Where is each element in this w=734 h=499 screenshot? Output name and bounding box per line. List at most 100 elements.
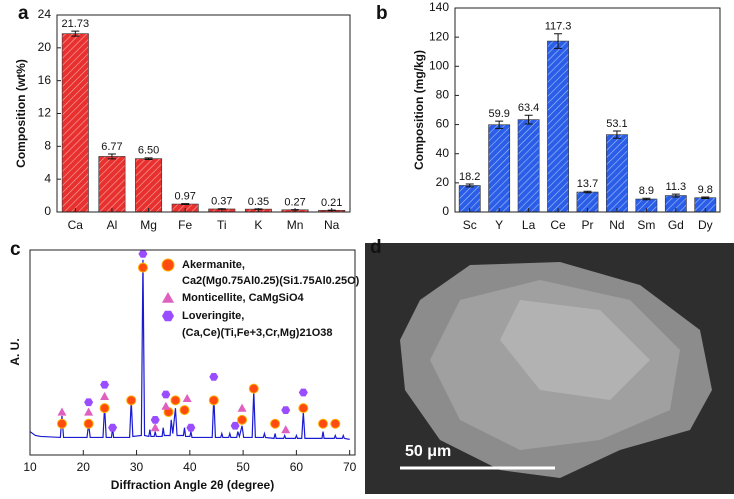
y-tick-label: 120 (429, 29, 449, 43)
y-tick-label: 0 (442, 204, 449, 218)
phase-marker (186, 424, 195, 432)
x-tick-label: Fe (178, 218, 192, 232)
x-tick-label: Sm (637, 218, 655, 232)
phase-marker (299, 389, 308, 397)
legend-marker (162, 292, 174, 303)
y-axis-title: Composition (mg/kg) (412, 50, 426, 170)
phase-marker (299, 404, 308, 413)
panel-label: a (18, 3, 29, 24)
panel-label: b (376, 3, 388, 24)
value-label: 0.35 (248, 196, 269, 208)
y-tick-label: 20 (38, 40, 52, 54)
value-label: 63.4 (518, 102, 539, 114)
legend-label: Akermanite, (182, 259, 245, 271)
legend-formula: (Ca,Ce)(Ti,Fe+3,Cr,Mg)21O38 (182, 327, 332, 339)
x-tick-label: Na (324, 218, 340, 232)
phase-marker (100, 392, 109, 400)
y-tick-label: 40 (436, 146, 450, 160)
value-label: 6.50 (138, 145, 159, 157)
phase-marker (319, 419, 328, 428)
phase-marker (161, 402, 170, 410)
y-axis-title: A. U. (8, 338, 22, 365)
x-tick-label: Pr (582, 218, 594, 232)
phase-marker (100, 404, 109, 413)
bar (606, 135, 627, 212)
phase-marker (281, 425, 290, 433)
error-bar (181, 204, 189, 205)
sem-image: 50 μm d (365, 237, 734, 494)
phase-marker (161, 391, 170, 399)
value-label: 9.8 (698, 184, 713, 196)
y-tick-label: 80 (436, 88, 450, 102)
value-label: 117.3 (545, 21, 572, 33)
phase-marker (209, 396, 218, 405)
y-tick-label: 20 (436, 175, 450, 189)
y-tick-label: 140 (429, 0, 449, 14)
value-label: 11.3 (666, 181, 687, 193)
phase-marker (238, 404, 247, 412)
value-label: 0.21 (321, 197, 342, 209)
x-tick-label: 20 (77, 460, 91, 474)
bar (518, 120, 539, 212)
phase-marker (171, 396, 180, 405)
phase-marker (57, 419, 66, 428)
x-tick-label: Ce (550, 218, 566, 232)
value-label: 0.37 (211, 196, 232, 208)
value-label: 8.9 (639, 185, 654, 197)
legend-marker (162, 311, 174, 321)
y-tick-label: 16 (38, 73, 52, 87)
y-tick-label: 60 (436, 117, 450, 131)
x-tick-label: La (522, 218, 536, 232)
phase-marker (151, 416, 160, 424)
phase-marker (100, 381, 109, 389)
y-tick-label: 0 (44, 204, 51, 218)
x-tick-label: 60 (290, 460, 304, 474)
x-tick-label: 10 (23, 460, 37, 474)
phase-marker (331, 419, 340, 428)
x-tick-label: K (254, 218, 262, 232)
phase-marker (281, 406, 290, 414)
value-label: 59.9 (488, 108, 509, 120)
panel-label: d (370, 237, 382, 258)
y-tick-label: 24 (38, 7, 52, 21)
value-label: 0.97 (174, 191, 195, 203)
y-axis-title: Composition (wt%) (14, 59, 28, 168)
x-tick-label: 50 (236, 460, 250, 474)
x-tick-label: Dy (698, 218, 713, 232)
legend-label: Loveringite, (182, 310, 244, 322)
bar (135, 159, 161, 212)
bar (62, 34, 88, 212)
value-label: 53.1 (606, 118, 627, 130)
phase-marker (84, 398, 93, 406)
x-tick-label: Y (495, 218, 503, 232)
x-tick-label: 40 (183, 460, 197, 474)
x-axis-title: Diffraction Angle 2θ (degree) (111, 478, 274, 492)
y-tick-label: 100 (429, 58, 449, 72)
scale-bar-label: 50 μm (405, 443, 451, 460)
y-tick-label: 4 (44, 171, 51, 185)
value-label: 0.27 (284, 197, 305, 209)
x-tick-label: Sc (463, 218, 477, 232)
phase-marker (183, 394, 192, 402)
x-tick-label: Al (107, 218, 118, 232)
x-tick-label: Nd (609, 218, 624, 232)
phase-marker (271, 419, 280, 428)
phase-marker (138, 250, 147, 258)
x-tick-label: 30 (130, 460, 144, 474)
phase-marker (127, 396, 136, 405)
bar (489, 125, 510, 212)
phase-marker (84, 419, 93, 428)
value-label: 21.73 (62, 18, 90, 30)
phase-marker (57, 408, 66, 416)
phase-marker (138, 263, 147, 272)
legend-formula: Ca2(Mg0.75Al0.25)(Si1.75Al0.25O) (182, 275, 360, 287)
bar (99, 156, 125, 212)
y-tick-label: 8 (44, 139, 51, 153)
x-tick-label: 70 (343, 460, 357, 474)
x-tick-label: Mg (140, 218, 157, 232)
phase-marker (151, 423, 160, 431)
phase-marker (249, 384, 258, 393)
x-tick-label: Ca (68, 218, 84, 232)
phase-marker (84, 408, 93, 416)
